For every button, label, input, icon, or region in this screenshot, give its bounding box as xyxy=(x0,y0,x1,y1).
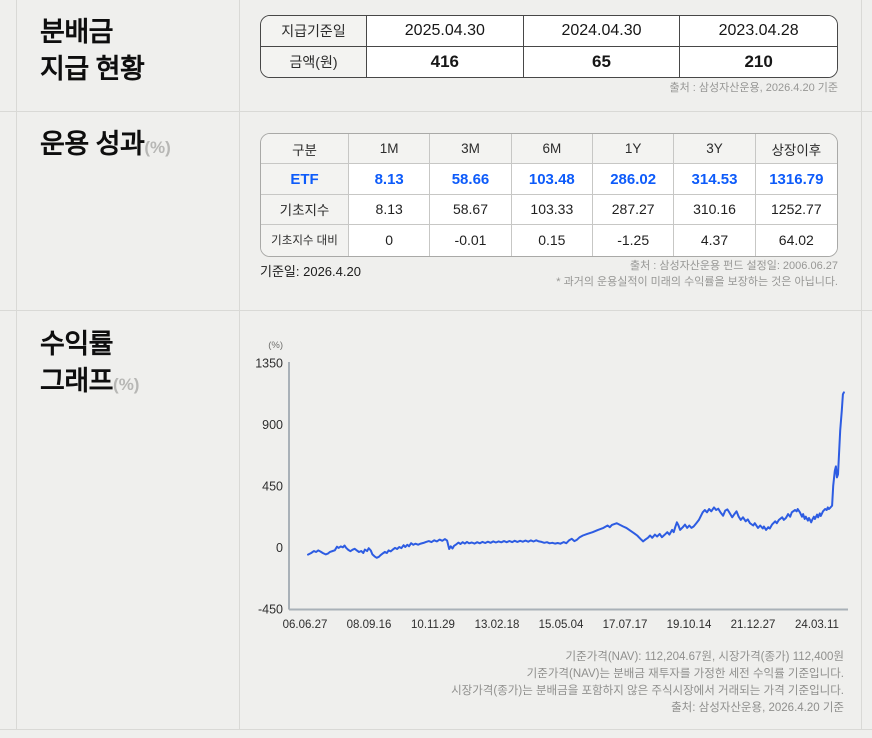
row-divider xyxy=(0,729,872,730)
section-title-performance: 운용 성과(%) xyxy=(40,126,171,166)
x-tick-label: 06.06.27 xyxy=(283,619,328,631)
performance-base-date: 기준일: 2026.4.20 xyxy=(260,264,361,279)
header-cell: 3Y xyxy=(674,134,756,165)
title-line: 그래프 xyxy=(40,366,114,396)
value-cell: 2024.04.30 xyxy=(523,16,681,47)
footnote-line: 기준가격(NAV): 112,204.67원, 시장가격(종가) 112,400… xyxy=(565,651,844,663)
value-cell: 286.02 xyxy=(593,164,675,195)
chart-footnotes: 기준가격(NAV): 112,204.67원, 시장가격(종가) 112,400… xyxy=(451,649,844,717)
row-label: 기초지수 대비 xyxy=(261,225,349,256)
outer-table-left-border xyxy=(16,0,17,730)
value-cell: 103.48 xyxy=(511,164,593,195)
title-line: 지급 현황 xyxy=(40,54,145,84)
distribution-table: 지급기준일 2025.04.30 2024.04.30 2023.04.28 금액(원)… xyxy=(260,15,838,78)
value-cell: 287.27 xyxy=(593,194,675,226)
value-cell: 314.53 xyxy=(674,164,756,195)
header-cell: 구분 xyxy=(261,134,349,165)
x-tick-label: 10.11.29 xyxy=(411,619,455,631)
x-tick-label: 21.12.27 xyxy=(731,619,776,631)
row-divider xyxy=(0,310,872,311)
row-label: ETF xyxy=(261,164,349,195)
footnote-line: 기준가격(NAV)는 분배금 재투자를 가정한 세전 수익률 기준입니다. xyxy=(526,668,844,680)
value-cell: 1252.77 xyxy=(755,194,837,226)
title-text: 운용 성과 xyxy=(40,129,145,159)
title-unit: (%) xyxy=(113,375,140,394)
row-label: 지급기준일 xyxy=(261,16,367,47)
value-cell: 58.66 xyxy=(430,164,512,195)
etf-return-line xyxy=(307,391,845,559)
value-cell: 0 xyxy=(349,225,431,256)
header-cell: 6M xyxy=(511,134,593,165)
source-line: 출처 : 삼성자산운용 펀드 설정일: 2006.06.27 xyxy=(629,260,838,272)
header-cell: 1Y xyxy=(593,134,675,165)
y-axis-unit-label: (%) xyxy=(268,340,283,351)
section-title-distribution: 분배금 지급 현황 xyxy=(40,14,145,88)
value-cell: 8.13 xyxy=(349,164,431,195)
value-cell: 103.33 xyxy=(511,194,593,226)
disclaimer-line: * 과거의 운용실적이 미래의 수익률을 보장하는 것은 아닙니다. xyxy=(556,276,838,288)
x-tick-label: 08.09.16 xyxy=(347,619,392,631)
title-line: 수익률 xyxy=(40,329,114,359)
value-cell: 2023.04.28 xyxy=(680,16,837,47)
outer-table-right-border xyxy=(861,0,862,730)
y-tick-label: 900 xyxy=(262,418,283,432)
header-cell: 상장이후 xyxy=(755,134,837,165)
header-cell: 3M xyxy=(430,134,512,165)
x-tick-label: 24.03.11 xyxy=(795,619,839,631)
value-cell: 210 xyxy=(680,46,837,77)
value-cell: 416 xyxy=(367,46,524,77)
y-tick-label: 1350 xyxy=(255,356,283,370)
section-title-returns-graph: 수익률 그래프(%) xyxy=(40,326,139,403)
row-divider xyxy=(0,111,872,112)
value-cell: -0.01 xyxy=(430,225,512,256)
value-cell: 65 xyxy=(523,46,681,77)
footnote-line: 시장가격(종가)는 분배금을 포함하지 않은 주식시장에서 거래되는 가격 기준… xyxy=(451,685,844,697)
value-cell: 58.67 xyxy=(430,194,512,226)
x-tick-label: 13.02.18 xyxy=(475,619,520,631)
value-cell: 2025.04.30 xyxy=(367,16,524,47)
x-tick-label: 17.07.17 xyxy=(603,619,648,631)
value-cell: -1.25 xyxy=(593,225,675,256)
x-tick-label: 19.10.14 xyxy=(667,619,712,631)
value-cell: 8.13 xyxy=(349,194,431,226)
value-cell: 64.02 xyxy=(755,225,837,256)
title-line: 분배금 xyxy=(40,17,114,47)
footnote-line: 출처: 삼성자산운용, 2026.4.20 기준 xyxy=(671,702,844,714)
y-tick-label: 450 xyxy=(262,479,283,493)
title-unit: (%) xyxy=(144,138,171,157)
x-tick-label: 15.05.04 xyxy=(539,619,584,631)
value-cell: 4.37 xyxy=(674,225,756,256)
label-column-divider xyxy=(239,0,240,730)
row-label: 기초지수 xyxy=(261,194,349,226)
performance-table: 구분 1M 3M 6M 1Y 3Y 상장이후 ETF 8.13 58.66 103.48 286.02… xyxy=(260,133,838,257)
value-cell: 310.16 xyxy=(674,194,756,226)
distribution-source-note: 출처 : 삼성자산운용, 2026.4.20 기준 xyxy=(669,82,838,94)
performance-source-note: 출처 : 삼성자산운용 펀드 설정일: 2006.06.27 * 과거의 운용실… xyxy=(556,258,838,290)
row-label: 금액(원) xyxy=(261,46,367,77)
header-cell: 1M xyxy=(349,134,431,165)
value-cell: 1316.79 xyxy=(755,164,837,195)
value-cell: 0.15 xyxy=(511,225,593,256)
y-tick-label: -450 xyxy=(258,602,283,616)
y-tick-label: 0 xyxy=(276,541,283,555)
